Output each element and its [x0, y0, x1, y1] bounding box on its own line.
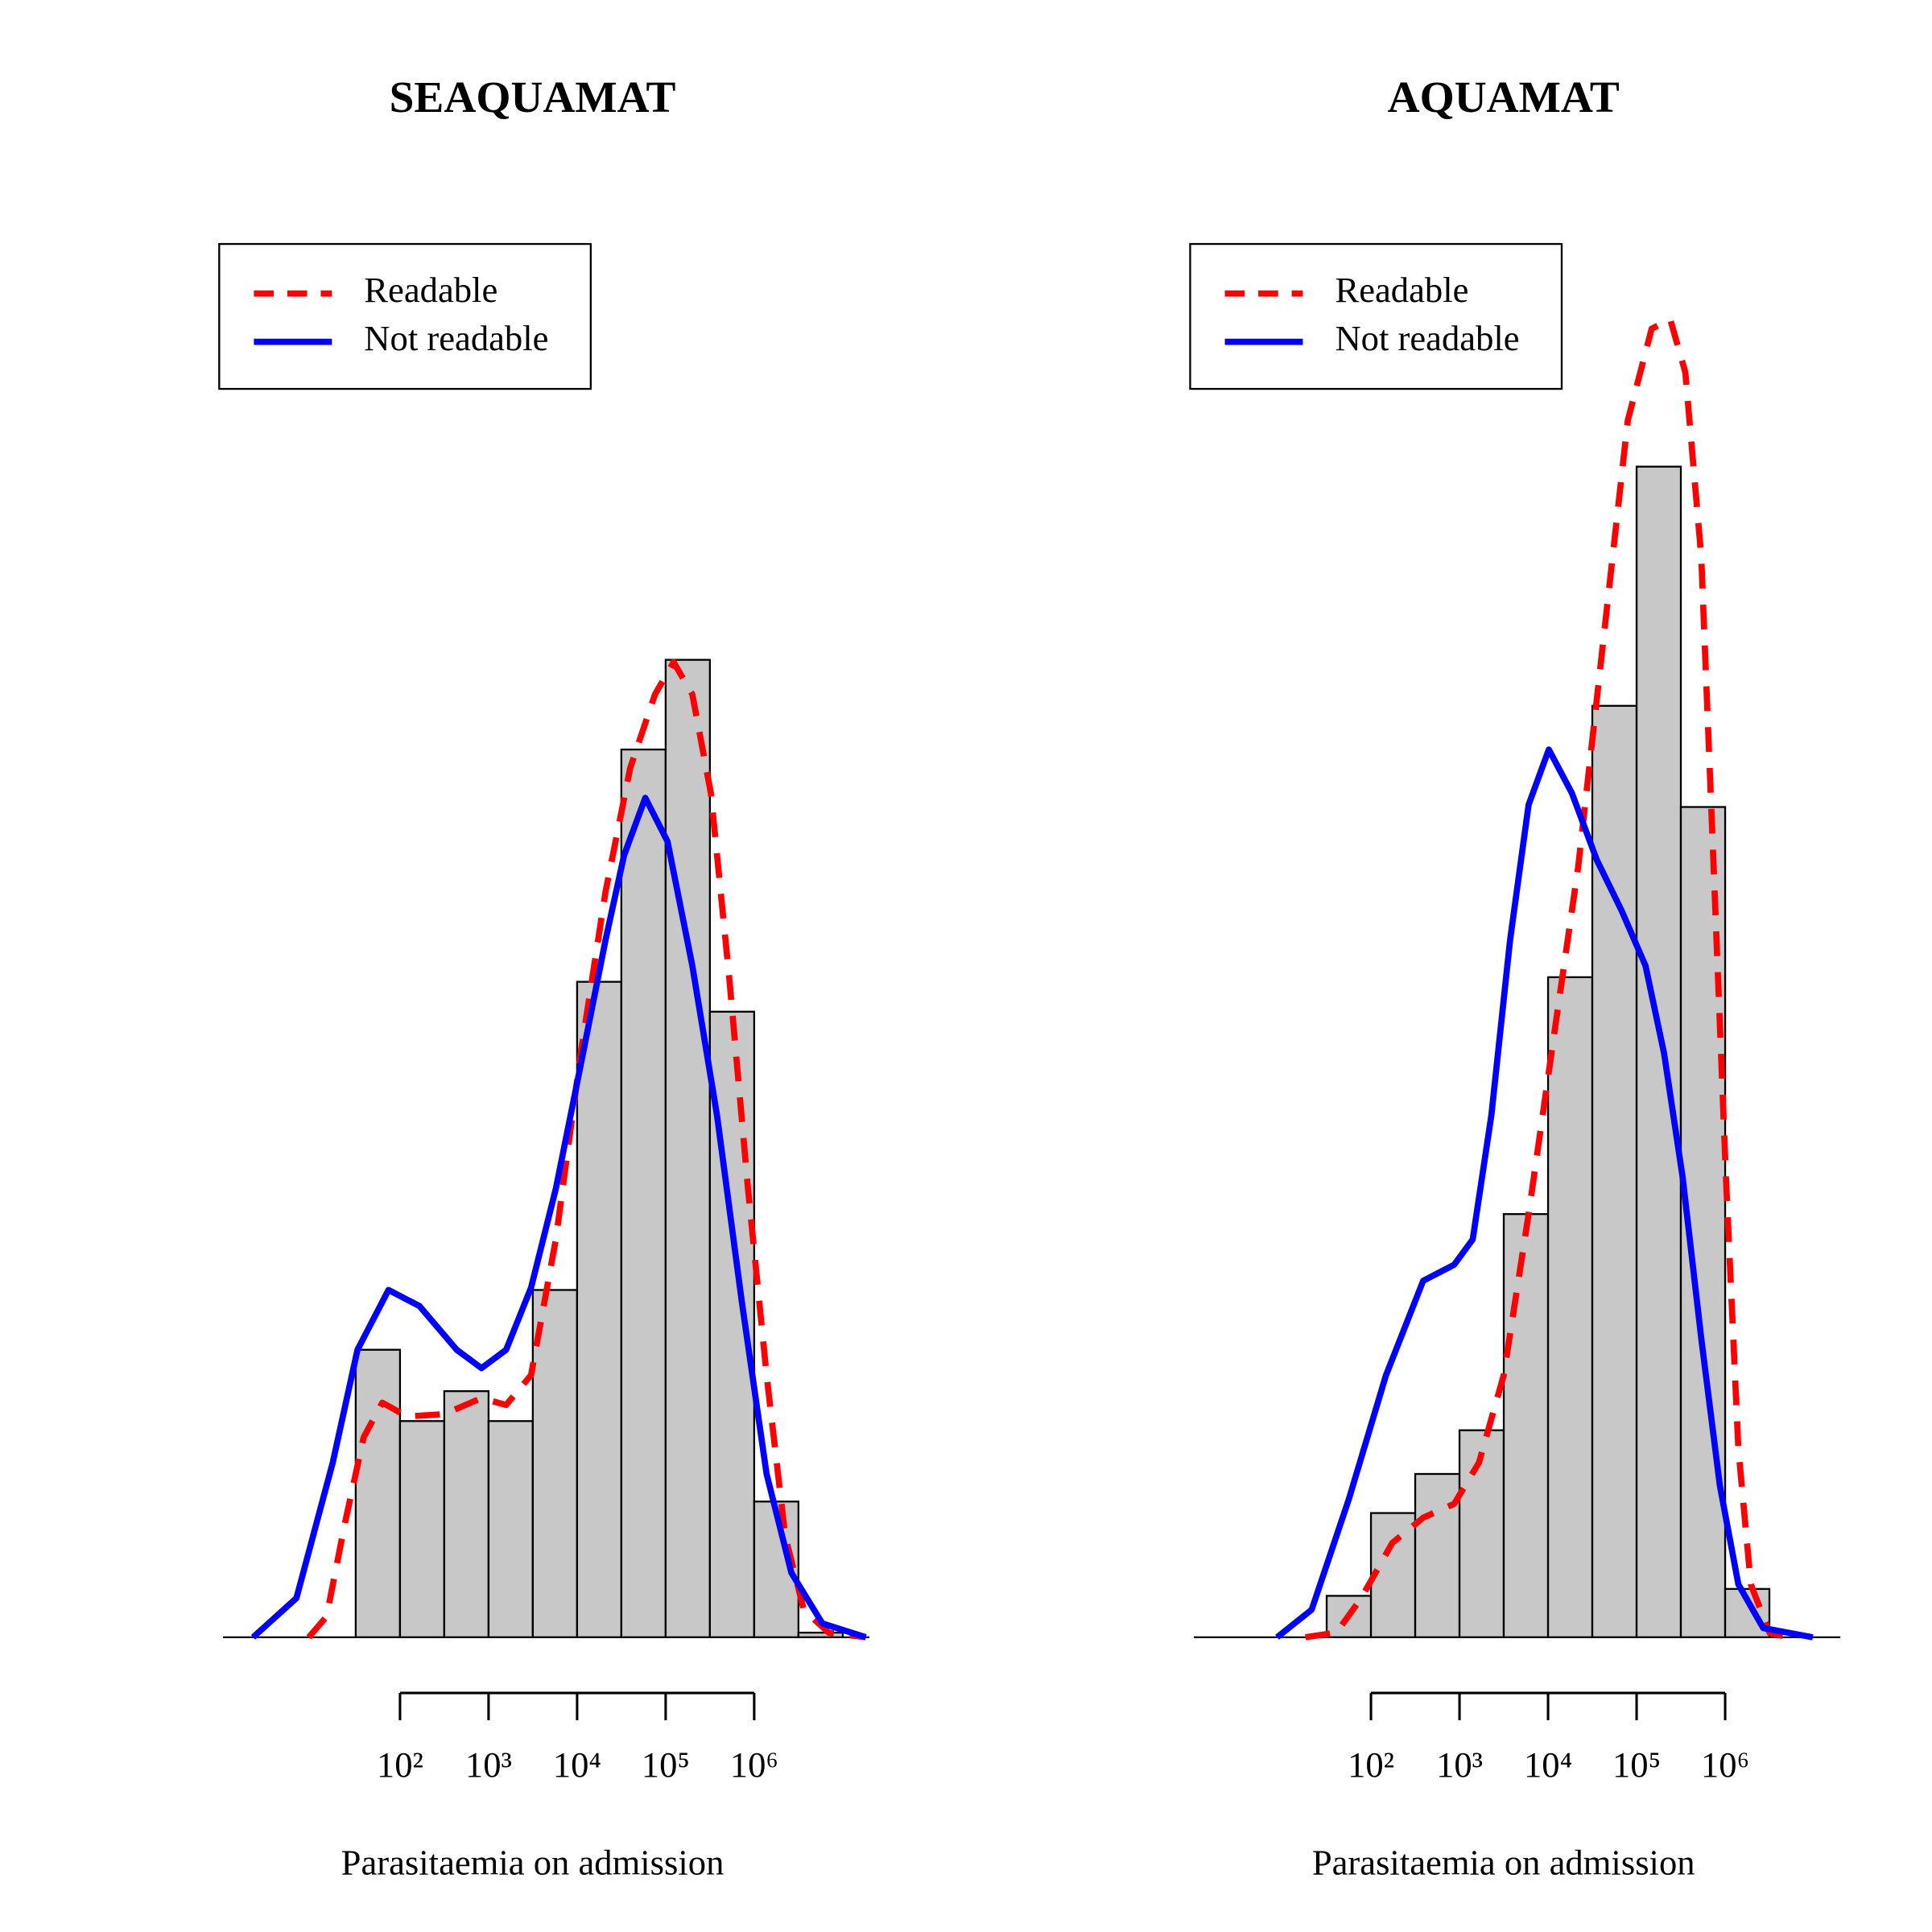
density-curve — [1305, 316, 1790, 1641]
x-tick-label: 10⁴ — [553, 1744, 601, 1785]
chart-title: SEAQUAMAT — [390, 72, 676, 122]
bar — [487, 1420, 535, 1639]
bar — [664, 658, 712, 1638]
x-tick-label: 10³ — [465, 1744, 512, 1785]
bar — [1502, 1213, 1550, 1639]
bar — [1591, 704, 1638, 1638]
bar — [443, 1390, 490, 1639]
x-tick-label: 10⁵ — [1612, 1744, 1661, 1785]
legend-label: Not readable — [364, 318, 548, 358]
density-curve — [306, 658, 866, 1641]
legend-box — [1189, 242, 1563, 390]
bar — [354, 1348, 402, 1639]
legend-box — [218, 242, 592, 390]
x-tick-label: 10⁶ — [1701, 1744, 1749, 1785]
x-axis-label: Parasitaemia on admission — [341, 1843, 724, 1883]
chart-title: AQUAMAT — [1388, 72, 1620, 122]
x-axis-label: Parasitaemia on admission — [1312, 1843, 1695, 1883]
x-tick-label: 10⁶ — [730, 1744, 778, 1785]
legend-label: Readable — [364, 270, 497, 310]
legend-label: Readable — [1335, 270, 1468, 310]
x-tick-label: 10⁵ — [642, 1744, 690, 1785]
bar — [576, 980, 623, 1638]
bar — [398, 1420, 446, 1639]
bar — [1414, 1472, 1461, 1638]
x-tick-label: 10² — [377, 1744, 423, 1785]
bar — [797, 1631, 844, 1639]
bar — [1369, 1512, 1417, 1639]
bar — [620, 748, 667, 1638]
x-tick-label: 10⁴ — [1524, 1744, 1572, 1785]
x-tick-label: 10² — [1348, 1744, 1394, 1785]
legend-label: Not readable — [1335, 318, 1519, 358]
bar — [1635, 465, 1682, 1639]
x-tick-label: 10³ — [1436, 1744, 1483, 1785]
density-curve — [250, 795, 867, 1641]
density-curve — [1275, 746, 1814, 1641]
bar — [1546, 976, 1594, 1638]
